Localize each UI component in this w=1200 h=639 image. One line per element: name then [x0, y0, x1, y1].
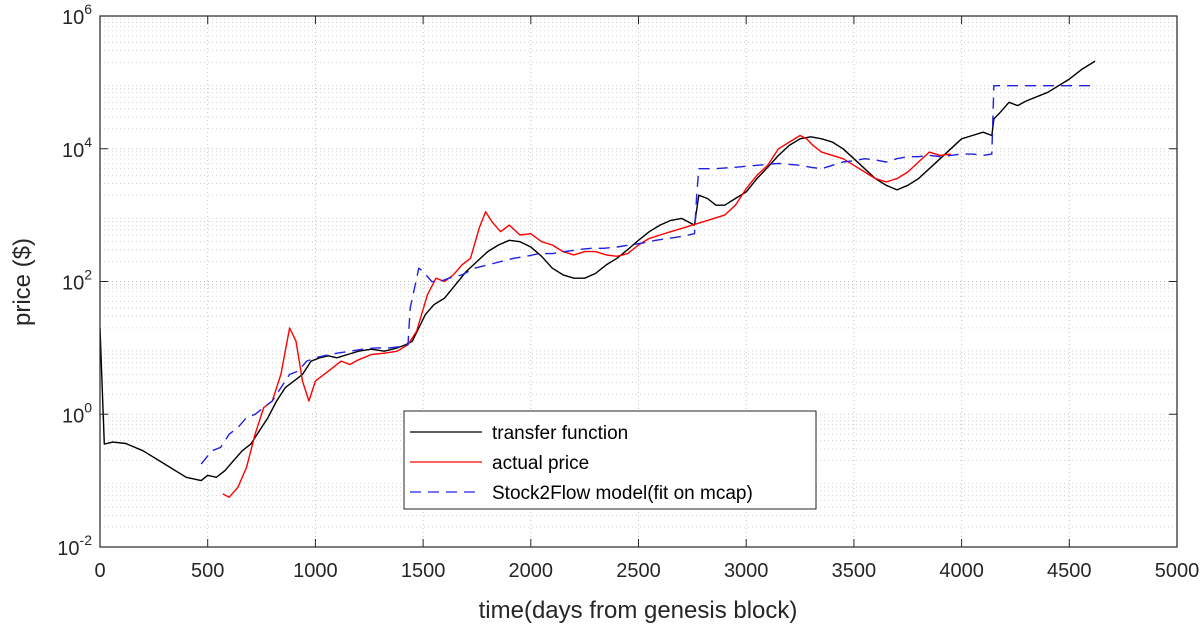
x-tick-label: 4500	[1047, 560, 1092, 582]
y-tick-label: 10-2	[57, 532, 92, 560]
series-layer	[100, 60, 1096, 498]
x-tick-labels: 0 500 1000 1500 2000 2500 3000 3500 4000 4500 5000	[94, 560, 1199, 582]
x-tick-label: 4000	[939, 560, 984, 582]
y-axis-title: price ($)	[9, 238, 36, 326]
legend-label-actual-price: actual price	[492, 453, 589, 474]
x-tick-label: 3500	[832, 560, 877, 582]
axis-ticks	[99, 15, 1178, 548]
x-tick-label: 0	[94, 560, 105, 582]
series-line-1	[222, 134, 951, 498]
y-tick-labels: 10-2 100 102 104 106	[57, 1, 92, 560]
x-tick-label: 1500	[401, 560, 446, 582]
x-tick-label: 5000	[1155, 560, 1200, 582]
legend-box	[403, 410, 817, 510]
y-tick-label: 100	[62, 399, 92, 427]
series-line-2	[200, 85, 1096, 465]
x-tick-label: 1000	[293, 560, 338, 582]
y-tick-label: 106	[62, 1, 92, 29]
legend-label-stock2flow: Stock2Flow model(fit on mcap)	[492, 483, 753, 504]
x-tick-label: 2000	[509, 560, 554, 582]
series-line-0	[100, 60, 1096, 482]
legend: transfer function actual price Stock2Flo…	[403, 410, 817, 510]
legend-label-transfer-function: transfer function	[492, 423, 628, 444]
x-axis-title: time(days from genesis block)	[479, 597, 798, 624]
x-tick-label: 3000	[724, 560, 769, 582]
x-tick-label: 2500	[616, 560, 661, 582]
y-tick-label: 104	[62, 134, 92, 162]
y-tick-label: 102	[62, 267, 92, 295]
x-tick-label: 500	[191, 560, 224, 582]
